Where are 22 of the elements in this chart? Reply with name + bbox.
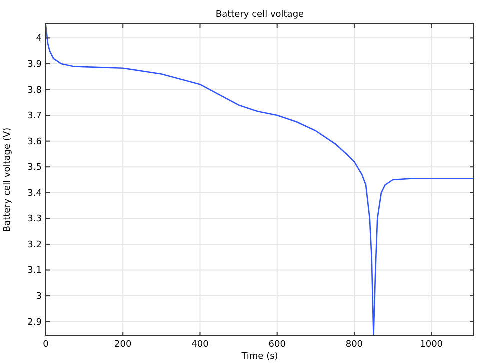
y-tick-label: 3.2 [28, 240, 42, 250]
x-tick-label: 400 [192, 340, 210, 350]
line-series [46, 24, 474, 336]
y-axis-title: Battery cell voltage (V) [3, 128, 13, 232]
x-axis-title: Time (s) [240, 352, 278, 362]
x-tick-label: 600 [268, 340, 286, 350]
y-tick-label: 3.6 [28, 137, 42, 148]
y-tick-label: 3.5 [28, 163, 42, 174]
y-tick-label: 3 [36, 292, 42, 302]
y-tick-label: 2.9 [28, 318, 42, 328]
y-tick-label: 3.9 [28, 60, 42, 70]
x-tick-label: 0 [43, 340, 50, 350]
x-tick-label: 200 [114, 340, 132, 350]
x-tick-label: 1000 [420, 340, 444, 350]
y-tick-label: 3.3 [28, 214, 42, 225]
y-tick-label: 3.8 [28, 86, 42, 96]
chart-title: Battery cell voltage [216, 10, 305, 20]
y-tick-label: 3.7 [28, 112, 42, 122]
y-tick-label: 3.1 [28, 266, 42, 276]
y-tick-label: 3.4 [28, 188, 42, 199]
y-tick-label: 4 [36, 34, 42, 44]
x-tick-label: 800 [346, 340, 364, 350]
